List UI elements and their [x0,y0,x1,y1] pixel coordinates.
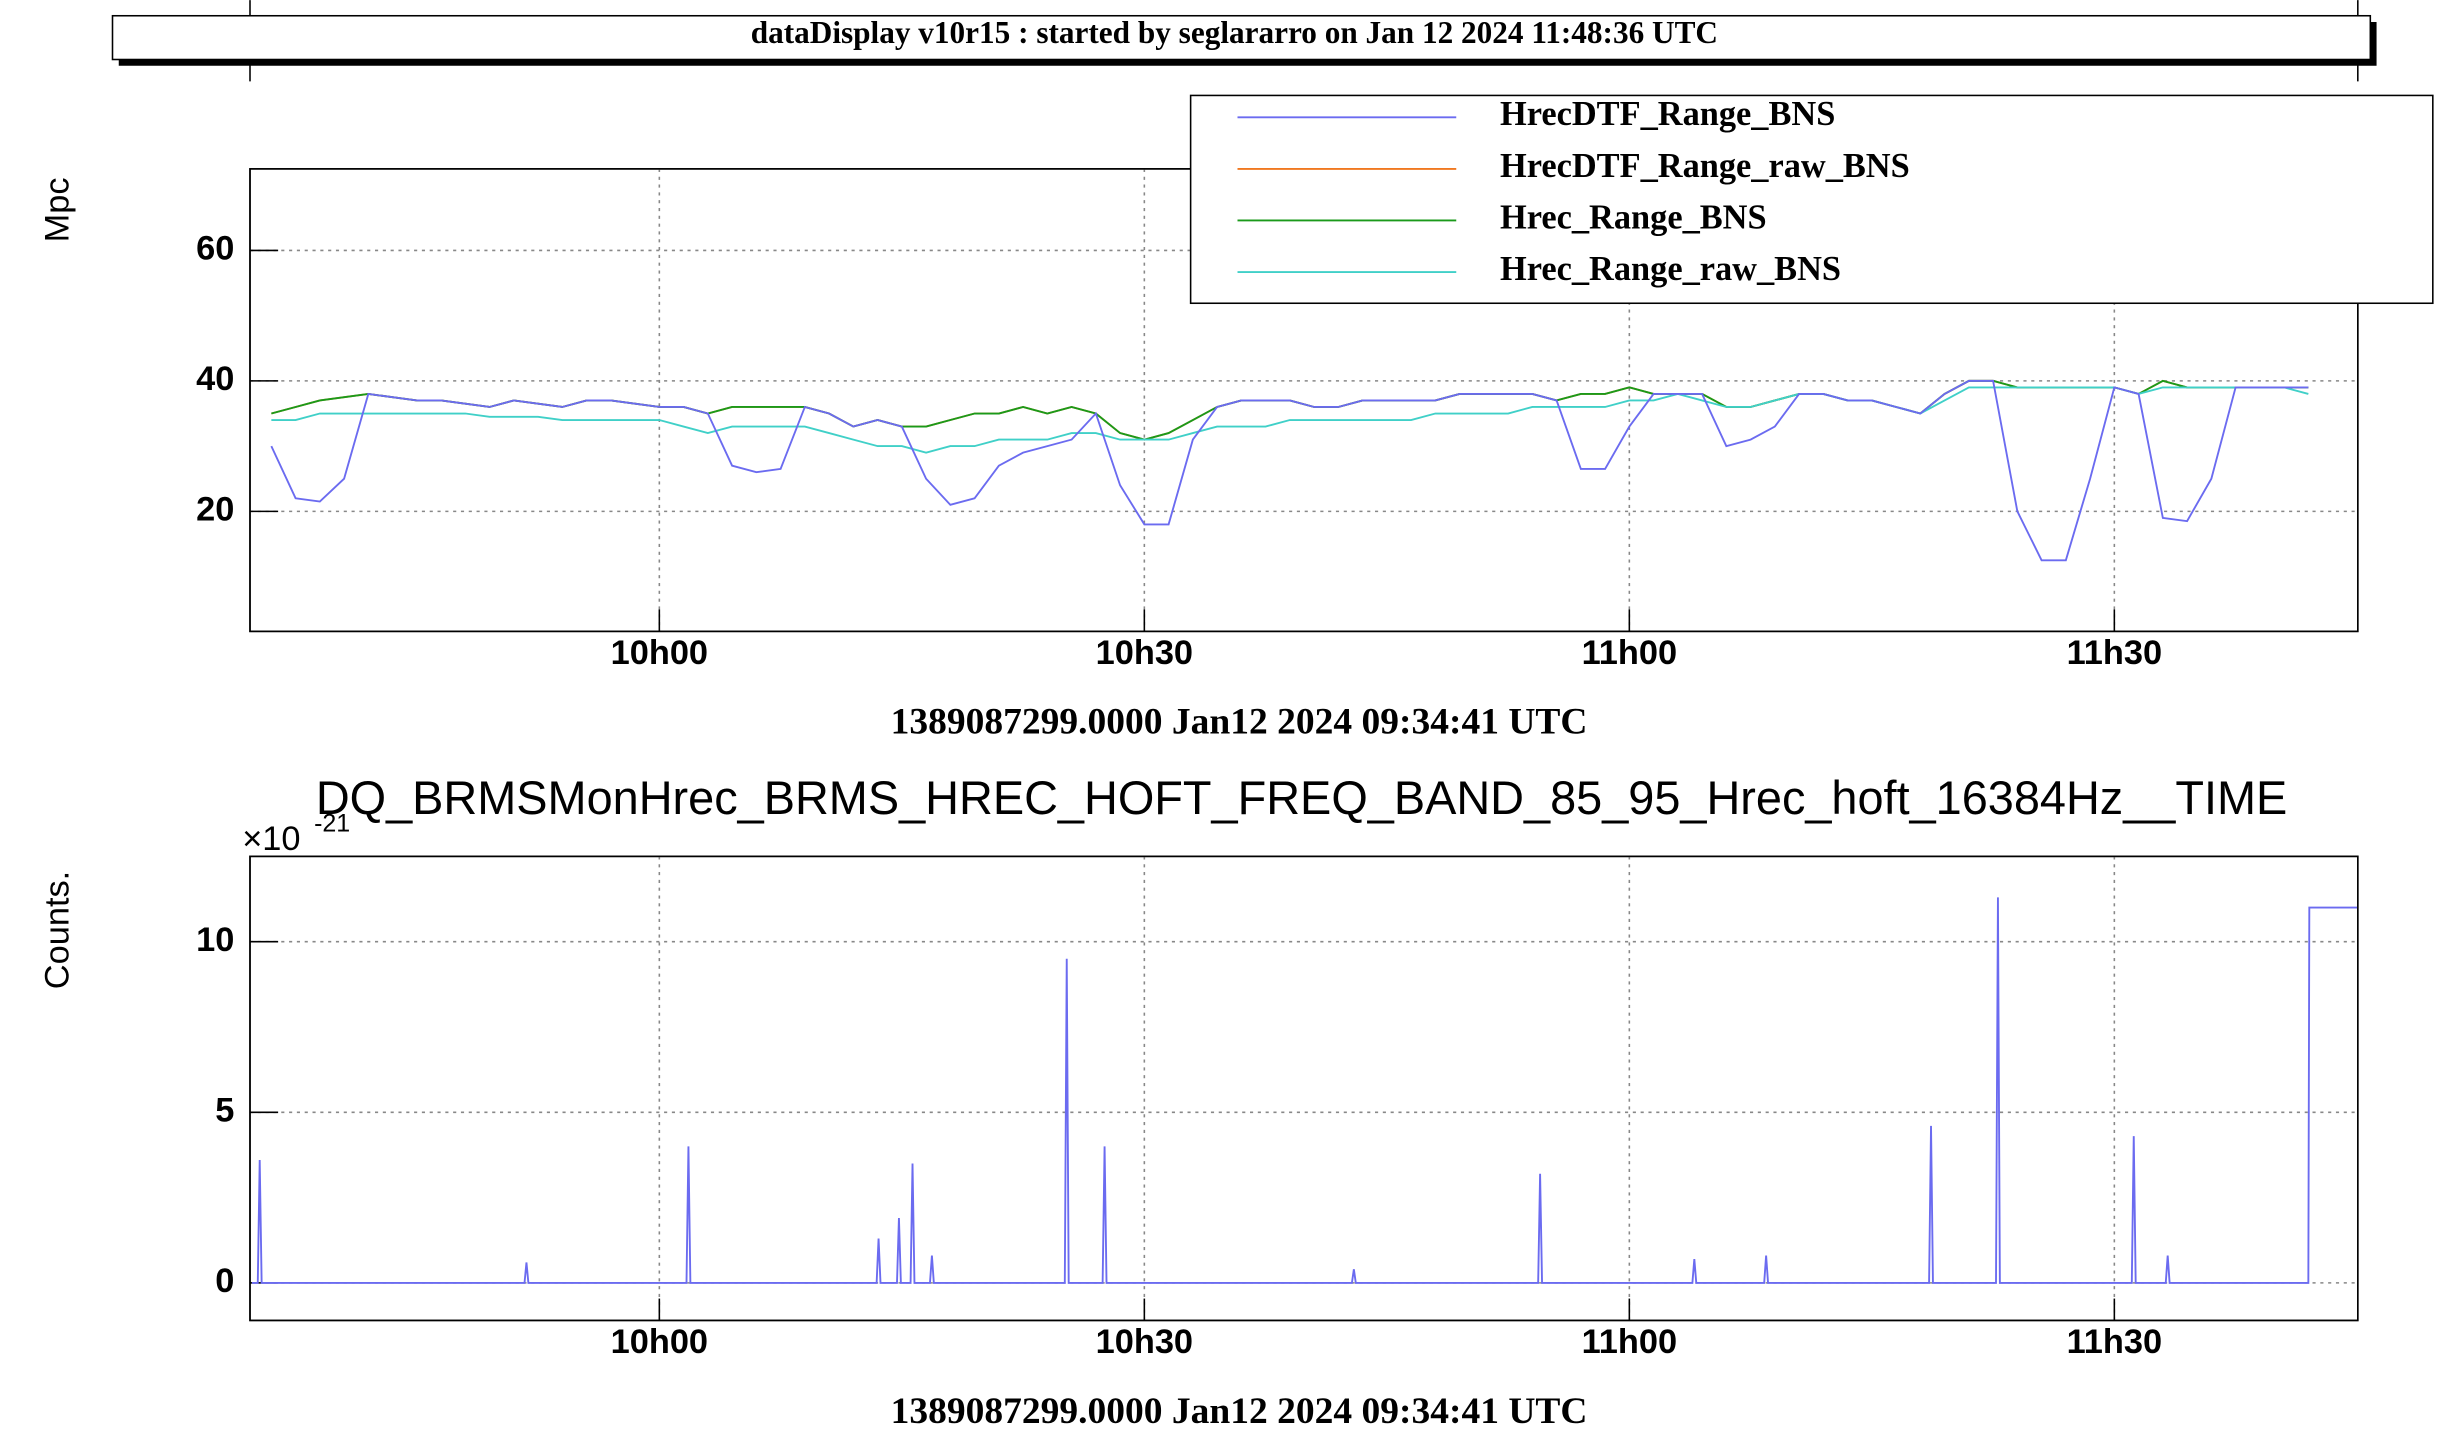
header-box [111,14,2372,61]
legend-label: HrecDTF_Range_raw_BNS [1500,147,1910,185]
header-title: dataDisplay v10r15 : started by seglarar… [751,15,1718,50]
plot-frame [249,855,2359,1322]
y-axis-title: Counts. [38,871,76,989]
y-tick-label: 40 [196,360,234,398]
plot-border [249,855,2359,1322]
legend-box [1189,94,2434,305]
y-tick-label: 20 [196,490,234,528]
legend-label: HrecDTF_Range_BNS [1500,95,1835,133]
chart-title: DQ_BRMSMonHrec_BRMS_HREC_HOFT_FREQ_BAND_… [316,772,2287,824]
x-tick-label: 11h00 [1582,1323,1678,1361]
x-tick-label: 11h30 [2067,1323,2163,1361]
x-tick-label: 10h00 [611,634,708,672]
y-multiplier: ×10 [242,820,300,858]
y-axis-title: Mpc [38,177,76,242]
x-tick-label: 11h00 [1582,634,1678,672]
x-tick-label: 10h00 [611,1323,708,1361]
data-line [270,379,2309,562]
data-line [271,386,2309,454]
y-multiplier-exponent: -21 [314,810,350,838]
y-tick-label: 60 [196,229,234,267]
y-tick-label: 5 [215,1091,234,1129]
y-tick-label: 0 [215,1262,234,1300]
y-tick-label: 10 [196,921,234,959]
legend-label: Hrec_Range_raw_BNS [1500,250,1841,288]
x-tick-label: 11h30 [2067,634,2163,672]
x-tick-label: 10h30 [1096,634,1193,672]
data-line [251,897,2358,1284]
x-axis-title: 1389087299.0000 Jan12 2024 09:34:41 UTC [891,702,1588,743]
x-axis-title: 1389087299.0000 Jan12 2024 09:34:41 UTC [891,1391,1588,1432]
legend-label: Hrec_Range_BNS [1500,198,1767,236]
x-tick-label: 10h30 [1096,1323,1193,1361]
